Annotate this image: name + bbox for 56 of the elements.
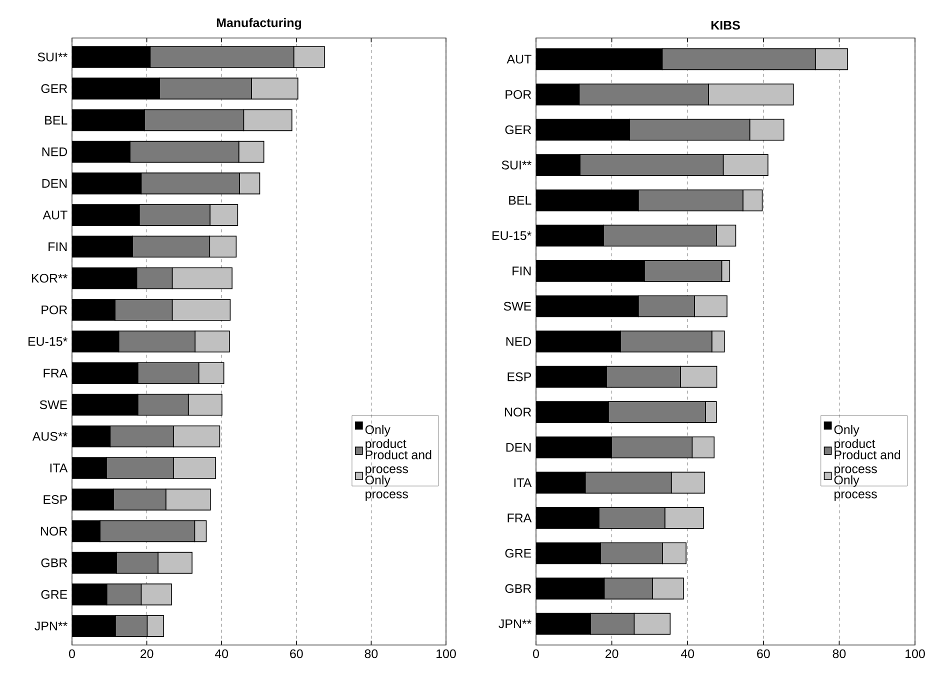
x-tick-label: 20	[140, 649, 154, 658]
x-tick-label: 100	[906, 649, 925, 658]
y-tick-label: KOR**	[32, 274, 68, 283]
y-tick-label: GRE	[505, 548, 532, 558]
x-tick-label: 60	[757, 649, 770, 658]
legend-label: Only process	[365, 475, 408, 501]
y-tick-label: DEN	[506, 443, 531, 452]
y-tick-label: FIN	[512, 266, 531, 276]
y-tick-label: JPN**	[34, 622, 68, 630]
y-tick-label: POR	[506, 90, 532, 99]
y-tick-label: ITA	[50, 464, 68, 472]
y-tick-label: NOR	[505, 408, 532, 416]
legend-label: Product and process	[366, 450, 432, 476]
y-tick-label: SWE	[40, 400, 68, 410]
legend-label: Only process	[834, 475, 877, 501]
y-tick-label: GRE	[41, 590, 68, 599]
y-tick-label: BEL	[45, 116, 68, 124]
x-tick-label: 0	[533, 649, 539, 658]
chart-title: KIBS	[711, 20, 740, 30]
x-tick-label: 40	[214, 649, 228, 658]
y-tick-label: NED	[506, 337, 532, 346]
y-tick-label: AUT	[42, 210, 68, 220]
y-tick-label: EU-15*	[492, 231, 532, 240]
y-tick-label: GBR	[505, 584, 532, 593]
y-tick-label: AUT	[506, 54, 532, 64]
y-tick-label: POR	[42, 305, 68, 314]
x-tick-label: 100	[436, 649, 456, 658]
x-tick-label: 80	[832, 649, 846, 658]
y-tick-label: JPN**	[498, 619, 532, 628]
y-tick-label: AUS**	[32, 432, 68, 441]
y-tick-label: BEL	[509, 196, 532, 205]
y-tick-label: SUI**	[38, 52, 68, 62]
y-tick-label: GBR	[41, 558, 68, 568]
y-tick-label: DEN	[42, 179, 67, 188]
y-tick-label: FIN	[48, 242, 67, 251]
y-tick-label: GER	[505, 125, 532, 134]
chart-title: Manufacturing	[216, 18, 302, 30]
y-tick-label: GER	[41, 84, 68, 93]
y-tick-label: FRA	[44, 368, 68, 378]
y-tick-label: FRA	[508, 514, 532, 522]
y-tick-label: ITA	[514, 478, 532, 487]
y-tick-label: ESP	[44, 495, 67, 504]
x-tick-label: 60	[290, 649, 303, 658]
x-tick-label: 40	[680, 649, 694, 658]
legend-label: Product and process	[834, 450, 900, 476]
y-tick-label: NOR	[40, 526, 68, 536]
legend-label: Only product	[834, 424, 876, 450]
y-tick-label: EU-15*	[28, 337, 68, 346]
x-tick-label: 80	[364, 649, 378, 658]
y-tick-label: SUI**	[502, 160, 532, 170]
legend-label: Only product	[365, 424, 406, 450]
y-tick-label: NED	[42, 148, 68, 156]
x-tick-label: 0	[69, 649, 75, 658]
x-tick-label: 20	[606, 649, 618, 658]
y-tick-label: SWE	[504, 302, 532, 311]
y-tick-label: ESP	[508, 372, 532, 382]
